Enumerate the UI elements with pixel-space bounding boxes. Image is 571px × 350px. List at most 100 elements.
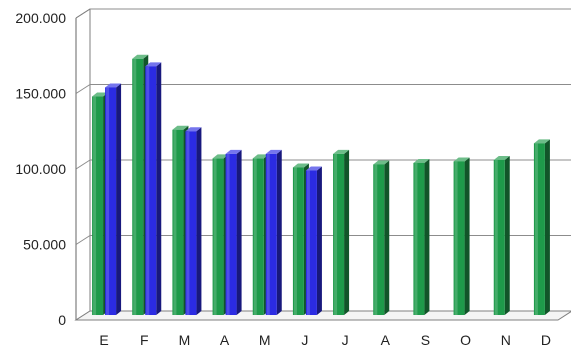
bar-side <box>504 155 510 315</box>
bar-side <box>384 160 390 315</box>
bar-side <box>116 83 122 316</box>
bar-front <box>92 96 104 316</box>
y-tick-label: 100.000 <box>15 161 66 177</box>
bar-front <box>333 153 345 315</box>
bar-front <box>185 131 197 315</box>
bar-highlight <box>146 66 150 315</box>
bar-front <box>493 159 505 315</box>
bar <box>265 149 282 315</box>
bar-top <box>292 163 309 168</box>
x-tick-label: J <box>342 332 349 348</box>
bar-top <box>373 160 390 165</box>
x-tick-label: A <box>381 332 391 348</box>
bar-side <box>236 149 242 315</box>
bar-front <box>305 170 317 315</box>
bar-side <box>424 158 430 315</box>
bar-top <box>185 127 202 132</box>
x-tick-label: S <box>421 332 430 348</box>
bar-highlight <box>253 158 257 315</box>
bar-side <box>276 149 282 315</box>
bar-front <box>105 87 117 316</box>
bar-front <box>265 153 277 315</box>
bar-highlight <box>226 153 230 315</box>
bar-top <box>265 149 282 154</box>
bar-top <box>305 166 322 171</box>
gridline-depth <box>75 235 91 245</box>
bar <box>413 158 430 315</box>
bar-highlight <box>414 162 418 315</box>
bar-top <box>212 154 229 159</box>
x-tick-label: J <box>301 332 308 348</box>
y-tick-label: 150.000 <box>15 86 66 102</box>
bar-highlight <box>306 170 310 315</box>
x-tick-label: N <box>501 332 511 348</box>
bar-highlight <box>334 153 338 315</box>
bar-top <box>333 149 350 154</box>
bar-side <box>464 157 470 315</box>
bar-top <box>413 158 430 163</box>
bar-side <box>316 166 322 315</box>
bar <box>145 62 162 315</box>
x-tick-label: E <box>99 332 108 348</box>
x-tick-label: D <box>541 332 551 348</box>
bar-side <box>544 139 550 315</box>
bar-highlight <box>93 96 97 316</box>
bar-highlight <box>186 131 190 315</box>
bar-highlight <box>266 153 270 315</box>
bar-highlight <box>213 158 217 315</box>
bar-front <box>145 66 157 315</box>
bar-side <box>344 149 350 315</box>
bar <box>373 160 390 315</box>
bar-highlight <box>173 129 177 315</box>
bar-side <box>196 127 202 315</box>
floor <box>74 310 571 321</box>
bar <box>453 157 470 315</box>
bar-top <box>105 83 122 88</box>
bar-front <box>172 129 184 315</box>
left-wall-top <box>75 8 91 19</box>
bar <box>533 139 550 315</box>
gridline-depth <box>75 159 91 170</box>
bar-highlight <box>454 161 458 315</box>
bar-highlight <box>106 87 110 316</box>
y-axis-labels: 0 50.000 100.000 150.000 200.000 <box>15 10 66 328</box>
bar-side <box>156 62 162 315</box>
bar-highlight <box>374 164 378 315</box>
bar-front <box>413 162 425 315</box>
gridline-depth <box>75 84 91 94</box>
x-tick-label: A <box>220 332 230 348</box>
bar <box>185 127 202 315</box>
x-tick-label: F <box>140 332 149 348</box>
bar-front <box>132 58 144 316</box>
bar-top <box>453 157 470 162</box>
bar <box>305 166 322 315</box>
y-tick-label: 0 <box>58 312 66 328</box>
bar-highlight <box>293 167 297 315</box>
bar-front <box>533 143 545 315</box>
bar-front <box>252 158 264 315</box>
bar <box>105 83 122 316</box>
x-tick-label: M <box>179 332 191 348</box>
bar-front <box>292 167 304 315</box>
x-tick-label: O <box>460 332 471 348</box>
bar-front <box>225 153 237 315</box>
bars <box>92 54 550 316</box>
bar-highlight <box>494 159 498 315</box>
bar-front <box>373 164 385 315</box>
bar <box>225 149 242 315</box>
bar-top <box>252 154 269 159</box>
y-tick-label: 200.000 <box>15 10 66 26</box>
bar-front <box>212 158 224 315</box>
chart-walls <box>74 8 571 321</box>
bar-top <box>145 62 162 67</box>
bar-top <box>132 54 149 59</box>
bar-top <box>533 139 550 144</box>
bar-top <box>92 92 109 97</box>
bar-highlight <box>133 58 137 316</box>
bar-front <box>453 161 465 315</box>
y-tick-label: 50.000 <box>23 237 66 253</box>
bar-highlight <box>534 143 538 315</box>
bar-top <box>225 149 242 154</box>
